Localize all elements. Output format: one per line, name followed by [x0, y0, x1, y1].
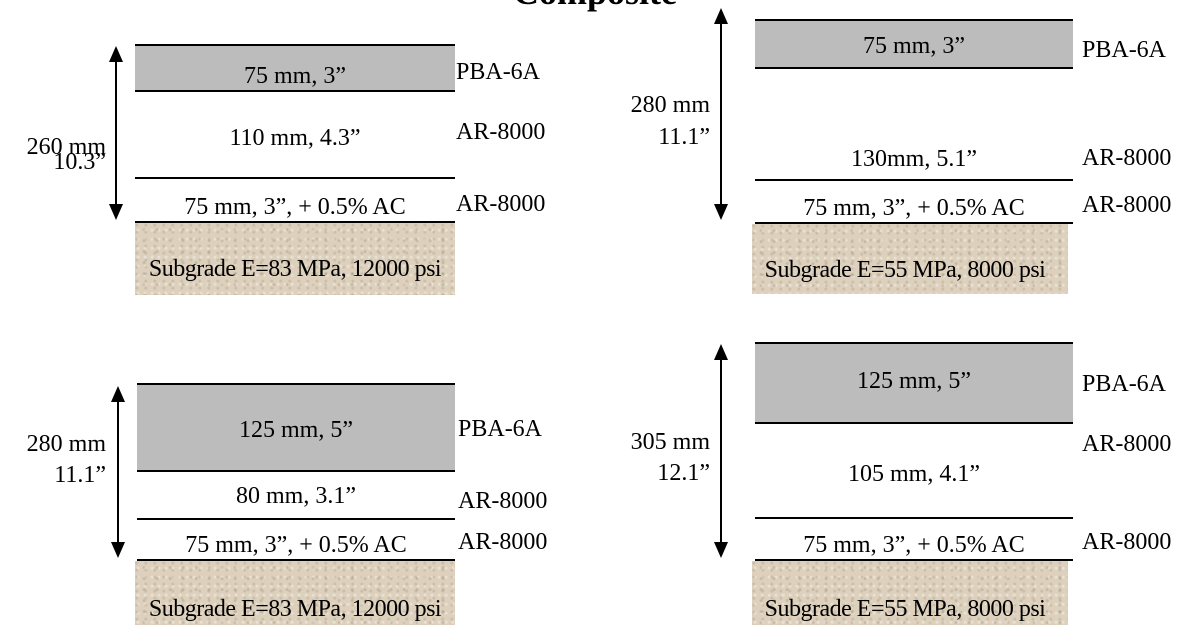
total-thickness-in: 10.3”: [53, 149, 106, 175]
layer-1-material: PBA-6A: [456, 59, 541, 85]
layer-1-label: 75 mm, 3”: [863, 33, 965, 59]
arrow-down-icon: [714, 204, 728, 220]
layer-2-material: AR-8000: [458, 488, 548, 514]
total-thickness-mm: 305 mm: [630, 429, 710, 455]
figure-title: Composite: [0, 0, 1190, 10]
total-thickness-mm: 280 mm: [26, 431, 106, 457]
arrow-up-icon: [714, 8, 728, 24]
total-thickness-mm: 260 mm: [26, 134, 106, 160]
arrow-down-icon: [109, 204, 123, 220]
layer-3-label: 75 mm, 3”, + 0.5% AC: [803, 532, 1025, 558]
layer-boundary: [135, 90, 455, 92]
asphalt-layer: [135, 45, 455, 91]
asphalt-layer: [755, 343, 1073, 423]
subgrade-layer: [135, 223, 455, 295]
layer-boundary: [755, 422, 1073, 424]
layer-boundary: [755, 67, 1073, 69]
subgrade-label: Subgrade E=83 MPa, 12000 psi: [148, 596, 442, 622]
subgrade-layer: [752, 561, 1068, 625]
layer-boundary: [137, 559, 455, 561]
layer-boundary: [755, 19, 1073, 21]
layer-3-material: AR-8000: [1082, 192, 1172, 218]
layer-boundary: [137, 470, 455, 472]
layer-2-material: AR-8000: [456, 119, 546, 145]
arrow-up-icon: [109, 46, 123, 62]
layer-boundary: [755, 179, 1073, 181]
layer-1-material: PBA-6A: [1082, 371, 1167, 397]
total-thickness-mm: 280 mm: [630, 92, 710, 118]
layer-1-label: 75 mm, 3”: [244, 63, 346, 89]
asphalt-layer: [137, 384, 455, 471]
layer-1-material: PBA-6A: [1082, 37, 1167, 63]
layer-1-label: 125 mm, 5”: [857, 368, 971, 394]
layer-3-label: 75 mm, 3”, + 0.5% AC: [803, 195, 1025, 221]
layer-1-label: 125 mm, 5”: [239, 417, 353, 443]
arrow-up-icon: [111, 386, 125, 402]
layer-3-label: 75 mm, 3”, + 0.5% AC: [184, 194, 406, 220]
thickness-dimension-line: [117, 400, 119, 546]
total-thickness-in: 12.1”: [657, 460, 710, 486]
arrow-down-icon: [714, 542, 728, 558]
asphalt-layer: [755, 20, 1073, 68]
thickness-dimension-line: [720, 22, 722, 208]
thickness-dimension-line: [115, 60, 117, 208]
layer-boundary: [135, 177, 455, 179]
layer-3-material: AR-8000: [458, 529, 548, 555]
layer-boundary: [135, 221, 455, 223]
layer-boundary: [755, 342, 1073, 344]
layer-2-label: 80 mm, 3.1”: [236, 483, 356, 509]
arrow-down-icon: [111, 542, 125, 558]
subgrade-label: Subgrade E=83 MPa, 12000 psi: [148, 256, 442, 282]
layer-boundary: [755, 559, 1073, 561]
total-thickness-in: 11.1”: [658, 124, 710, 150]
layer-boundary: [137, 518, 455, 520]
subgrade-label: Subgrade E=55 MPa, 8000 psi: [764, 257, 1046, 283]
layer-3-material: AR-8000: [456, 191, 546, 217]
layer-2-label: 130mm, 5.1”: [851, 146, 977, 172]
layer-3-label: 75 mm, 3”, + 0.5% AC: [185, 532, 407, 558]
layer-2-material: AR-8000: [1082, 431, 1172, 457]
subgrade-layer: [135, 561, 455, 625]
layer-boundary: [755, 222, 1073, 224]
layer-2-label: 110 mm, 4.3”: [229, 125, 361, 151]
total-thickness-in: 11.1”: [54, 462, 106, 488]
arrow-up-icon: [714, 344, 728, 360]
thickness-dimension-line: [720, 358, 722, 546]
layer-2-material: AR-8000: [1082, 145, 1172, 171]
layer-boundary: [137, 383, 455, 385]
subgrade-label: Subgrade E=55 MPa, 8000 psi: [764, 596, 1046, 622]
subgrade-layer: [752, 224, 1068, 294]
layer-boundary: [755, 517, 1073, 519]
layer-boundary: [135, 44, 455, 46]
layer-3-material: AR-8000: [1082, 529, 1172, 555]
layer-2-label: 105 mm, 4.1”: [848, 461, 980, 487]
layer-1-material: PBA-6A: [458, 416, 543, 442]
